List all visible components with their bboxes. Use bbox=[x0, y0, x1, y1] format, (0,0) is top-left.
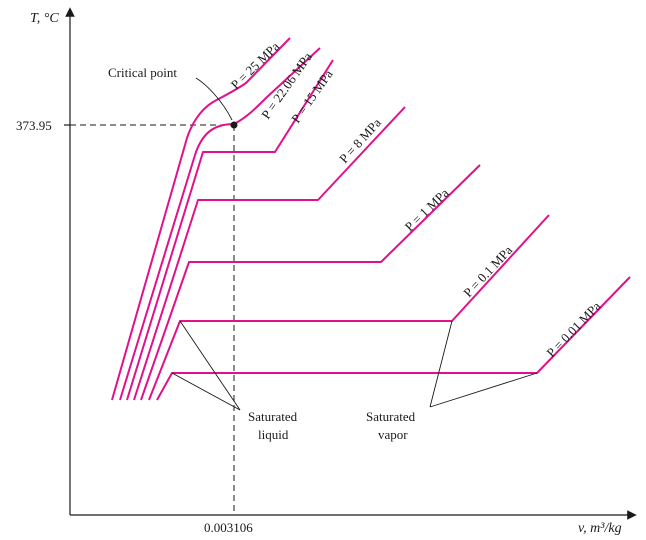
isobar-0-01-mpa bbox=[156, 276, 631, 401]
critical-point-marker bbox=[230, 121, 238, 129]
isobar-label-25: P = 25 MPa bbox=[228, 39, 283, 93]
isobar-15-mpa bbox=[126, 59, 334, 401]
saturated-liquid-label-line2: liquid bbox=[258, 427, 289, 442]
saturated-vapor-label-line1: Saturated bbox=[366, 409, 416, 424]
critical-temperature-label: 373.95 bbox=[16, 118, 52, 133]
isobar-25-mpa bbox=[111, 37, 291, 401]
isobar-1-mpa bbox=[140, 164, 481, 401]
critical-volume-label: 0.003106 bbox=[204, 520, 253, 535]
critical-point-label: Critical point bbox=[108, 65, 177, 80]
saturated-leaders bbox=[171, 320, 538, 411]
y-axis-label: T, °C bbox=[30, 11, 59, 26]
isobar-label-0-01: P = 0.01 MPa bbox=[543, 298, 603, 360]
isobar-0-1-mpa bbox=[148, 214, 550, 401]
isobar-label-8: P = 8 MPa bbox=[336, 115, 384, 166]
x-axis-label: v, m³/kg bbox=[578, 521, 622, 536]
isobar-label-1: P = 1 MPa bbox=[402, 185, 452, 234]
critical-point-leader bbox=[195, 77, 233, 121]
saturated-liquid-label-line1: Saturated bbox=[248, 409, 298, 424]
saturated-vapor-label-line2: vapor bbox=[378, 427, 408, 442]
isobar-label-0-1: P = 0.1 MPa bbox=[460, 242, 515, 300]
isobar-8-mpa bbox=[133, 106, 406, 401]
isobar-curves bbox=[111, 37, 631, 401]
